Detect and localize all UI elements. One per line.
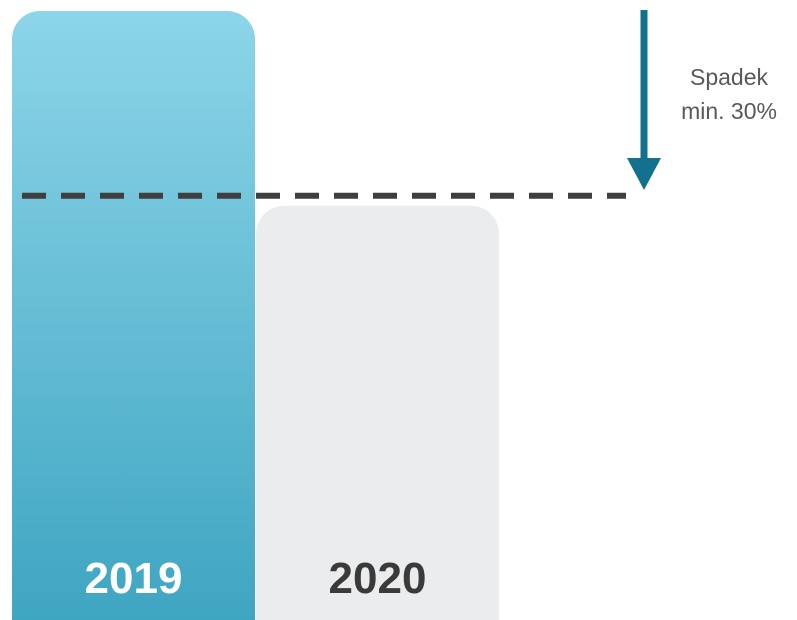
bar-label-2019: 2019 [85,554,183,603]
bars-layer [12,11,499,620]
annotation-line-1: Spadek [689,64,768,90]
arrow-layer [627,10,661,190]
drop-annotation: Spadek min. 30% [654,60,797,128]
annotation-line-2: min. 30% [681,98,777,124]
down-arrow-icon [627,158,661,190]
bar-label-2020: 2020 [329,554,427,603]
bar-2019 [12,11,255,620]
labels-layer: 2019 2020 [85,554,427,603]
bar-2020 [256,205,499,620]
